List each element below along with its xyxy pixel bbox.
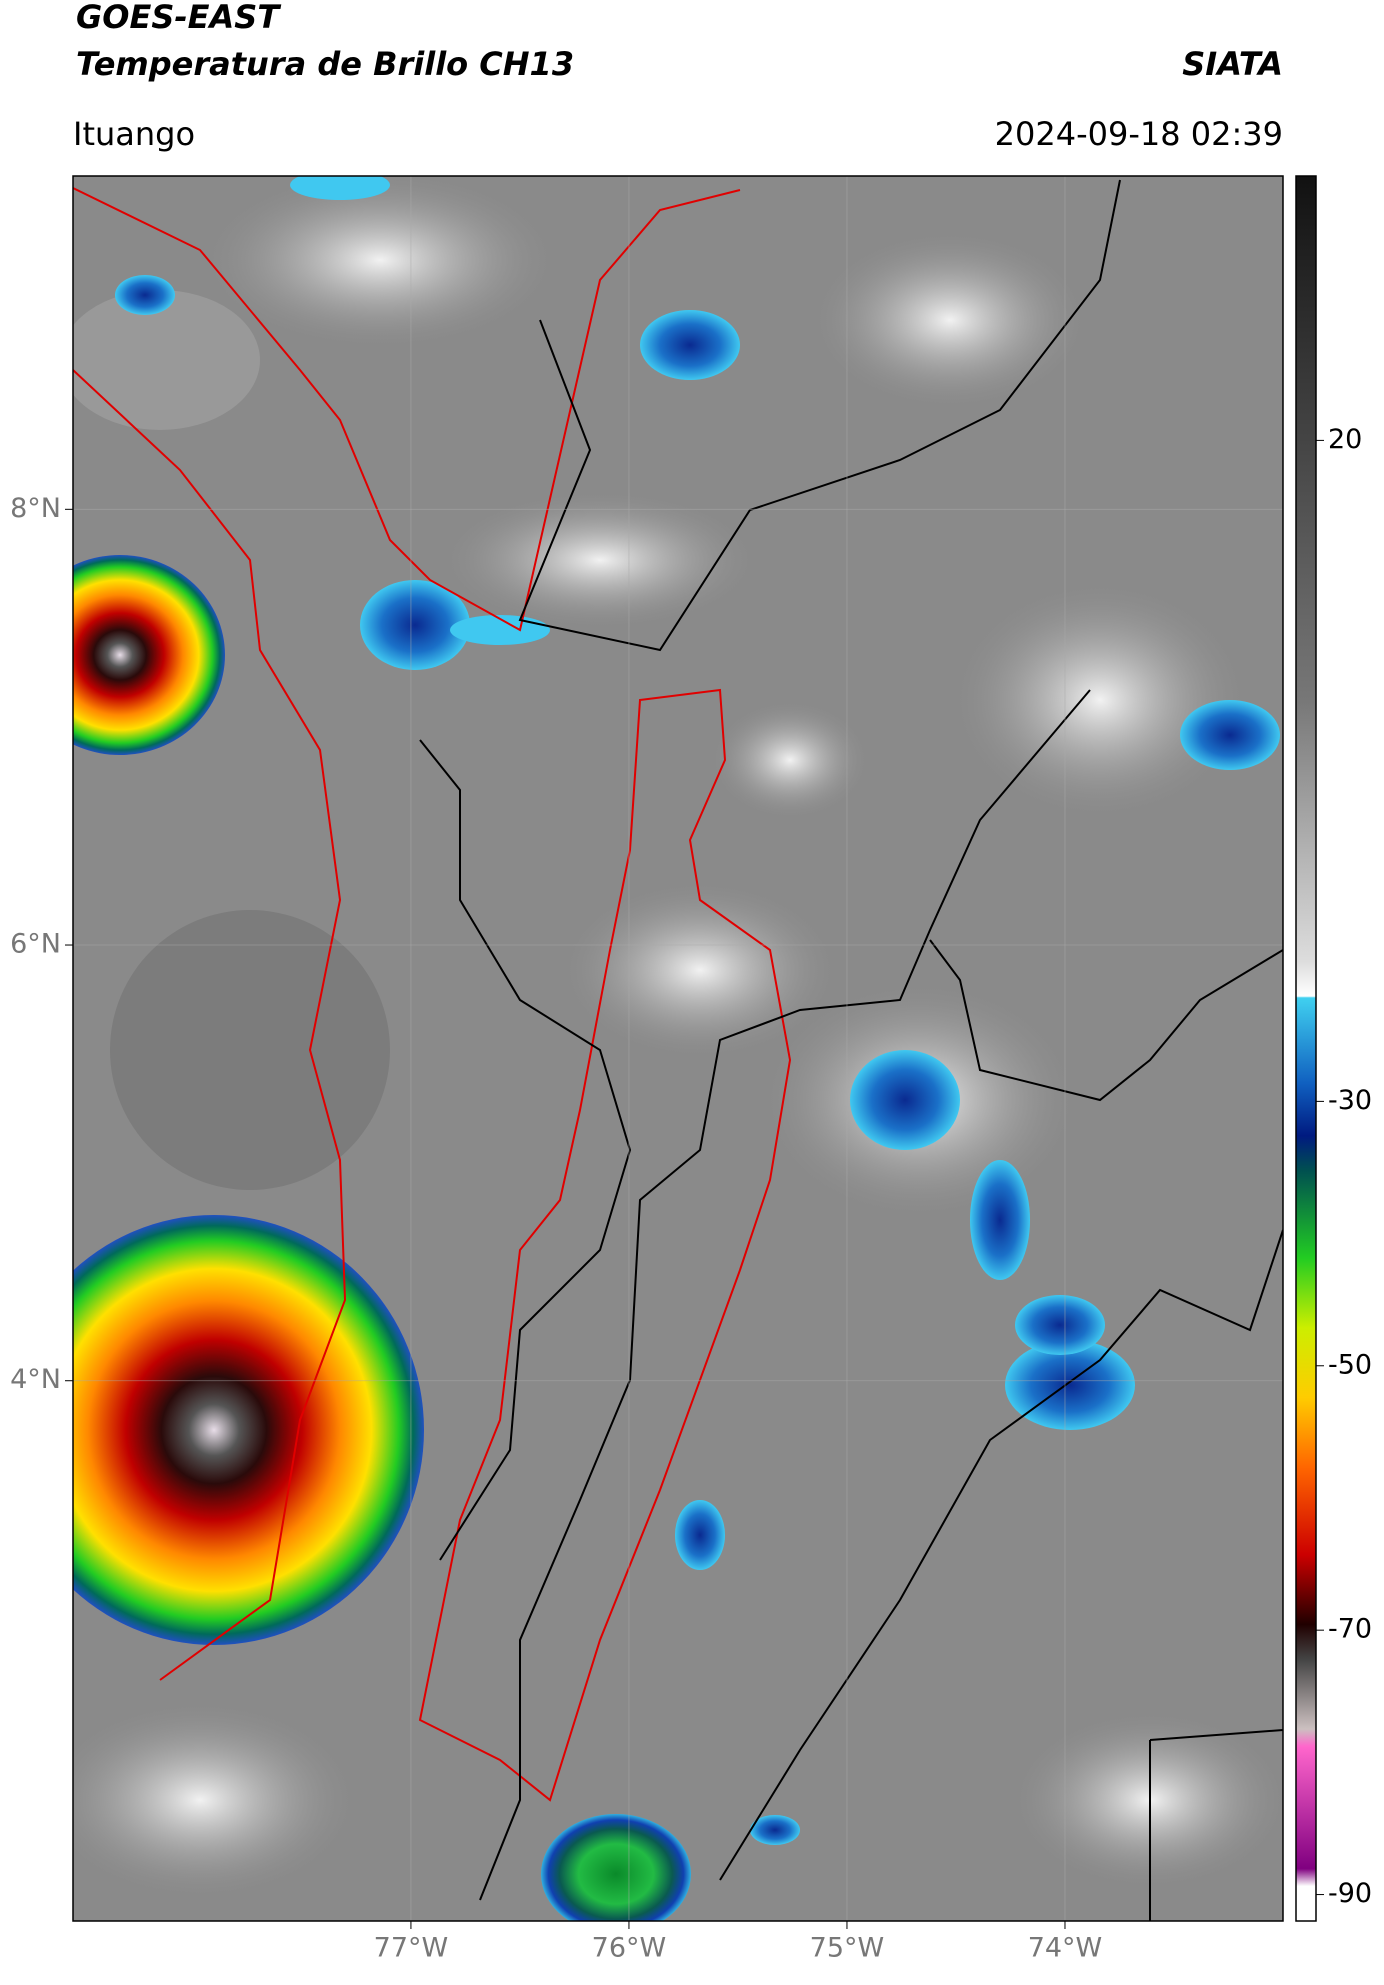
lat-tick-label: 4°N [10,1364,61,1395]
colorbar-tick-label: -70 [1328,1614,1372,1645]
lon-tick-label: 77°W [374,1933,449,1964]
location: Ituango [73,115,195,153]
source: SIATA [1182,45,1283,83]
colorbar-tick-label: 20 [1328,424,1362,455]
title: GOES-EAST [76,0,281,36]
timestamp: 2024-09-18 02:39 [995,115,1283,153]
lon-tick-label: 74°W [1028,1933,1103,1964]
map-area [73,176,1283,1921]
colorbar-tick-label: -50 [1328,1349,1372,1380]
colorbar [1295,175,1317,1922]
map-frame [72,175,1284,1922]
grid [73,176,1283,1921]
lon-tick-label: 76°W [592,1933,667,1964]
lat-tick-label: 8°N [10,493,61,524]
convective-cells [73,176,1280,1921]
clouds [73,176,1283,1900]
lon-tick-label: 75°W [810,1933,885,1964]
borders [73,179,1283,1921]
colorbar-tick-label: -90 [1328,1878,1372,1909]
subtitle: Temperatura de Brillo CH13 [76,45,574,83]
colorbar-tick-label: -30 [1328,1085,1372,1116]
lat-tick-label: 6°N [10,929,61,960]
